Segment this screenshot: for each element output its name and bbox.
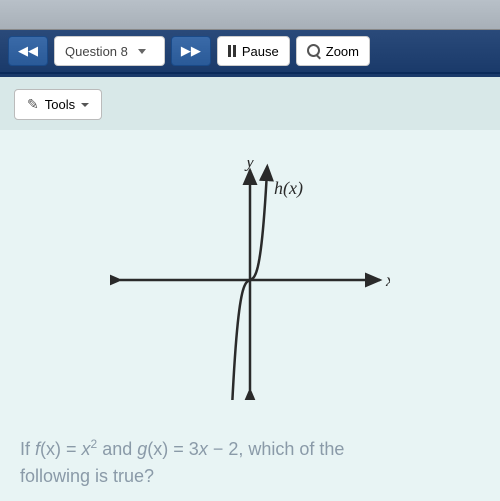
q-prefix: If xyxy=(20,439,35,459)
rewind-icon: ◀◀ xyxy=(18,43,38,59)
q-eq1: = xyxy=(61,439,82,459)
tools-label: Tools xyxy=(45,97,75,112)
q-line2: following is true? xyxy=(20,466,154,486)
q-x2: x xyxy=(199,439,208,459)
rewind-button[interactable]: ◀◀ xyxy=(8,36,48,66)
q-eq2: = 3 xyxy=(168,439,199,459)
tools-button[interactable]: ✎ Tools xyxy=(14,89,102,120)
q-fx: (x) xyxy=(40,439,61,459)
graph-svg: y x h(x) xyxy=(110,160,390,400)
svg-text:h(x): h(x) xyxy=(274,178,303,199)
question-text: If f(x) = x2 and g(x) = 3x − 2, which of… xyxy=(20,435,480,490)
q-g: g xyxy=(137,439,147,459)
browser-frame-top xyxy=(0,0,500,30)
q-minus: − 2, which of the xyxy=(208,439,345,459)
question-label: Question 8 xyxy=(65,44,128,59)
pause-label: Pause xyxy=(242,44,279,59)
forward-button[interactable]: ▶▶ xyxy=(171,36,211,66)
svg-text:y: y xyxy=(244,160,254,171)
chevron-down-icon xyxy=(138,49,146,54)
q-gx: (x) xyxy=(147,439,168,459)
forward-icon: ▶▶ xyxy=(181,43,201,59)
tools-bar: ✎ Tools xyxy=(0,89,500,130)
content-area: ✎ Tools y x h(x) If f(x) = x2 and g(x) = 3… xyxy=(0,74,500,500)
q-x: x xyxy=(82,439,91,459)
question-panel: y x h(x) If f(x) = x2 and g(x) = 3x − 2, w… xyxy=(0,130,500,501)
zoom-label: Zoom xyxy=(326,44,359,59)
svg-text:x: x xyxy=(385,270,390,290)
caret-down-icon xyxy=(81,103,89,107)
pause-icon xyxy=(228,45,236,57)
wrench-icon: ✎ xyxy=(27,96,39,113)
pause-button[interactable]: Pause xyxy=(217,36,290,66)
question-selector[interactable]: Question 8 xyxy=(54,36,165,66)
zoom-icon xyxy=(307,44,321,58)
zoom-button[interactable]: Zoom xyxy=(296,36,370,66)
main-toolbar: ◀◀ Question 8 ▶▶ Pause Zoom xyxy=(0,30,500,74)
function-graph: y x h(x) xyxy=(110,160,390,405)
q-and: and xyxy=(97,439,137,459)
